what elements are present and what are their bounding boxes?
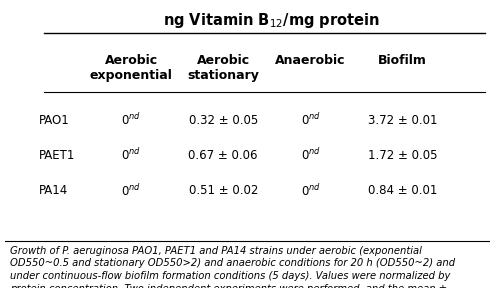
Text: ng Vitamin B$_{12}$/mg protein: ng Vitamin B$_{12}$/mg protein [163, 11, 380, 30]
Text: 0$^{nd}$: 0$^{nd}$ [121, 112, 141, 128]
Text: Anaerobic: Anaerobic [275, 54, 346, 67]
Text: Biofilm: Biofilm [378, 54, 427, 67]
Text: 0$^{nd}$: 0$^{nd}$ [121, 147, 141, 163]
Text: 0$^{nd}$: 0$^{nd}$ [300, 112, 321, 128]
Text: 1.72 ± 0.05: 1.72 ± 0.05 [368, 149, 438, 162]
Text: Aerobic
stationary: Aerobic stationary [187, 54, 259, 82]
Text: Aerobic
exponential: Aerobic exponential [90, 54, 173, 82]
Text: 0$^{nd}$: 0$^{nd}$ [121, 183, 141, 198]
Text: 0.67 ± 0.06: 0.67 ± 0.06 [189, 149, 258, 162]
Text: 0$^{nd}$: 0$^{nd}$ [300, 183, 321, 198]
Text: 0.51 ± 0.02: 0.51 ± 0.02 [189, 184, 258, 197]
Text: PAET1: PAET1 [39, 149, 75, 162]
Text: PAO1: PAO1 [39, 113, 70, 126]
Text: 3.72 ± 0.01: 3.72 ± 0.01 [368, 113, 438, 126]
Text: PA14: PA14 [39, 184, 68, 197]
Text: Growth of P. aeruginosa PAO1, PAET1 and PA14 strains under aerobic (exponential
: Growth of P. aeruginosa PAO1, PAET1 and … [10, 246, 455, 288]
Text: 0$^{nd}$: 0$^{nd}$ [300, 147, 321, 163]
Text: 0.32 ± 0.05: 0.32 ± 0.05 [189, 113, 258, 126]
Text: 0.84 ± 0.01: 0.84 ± 0.01 [368, 184, 438, 197]
